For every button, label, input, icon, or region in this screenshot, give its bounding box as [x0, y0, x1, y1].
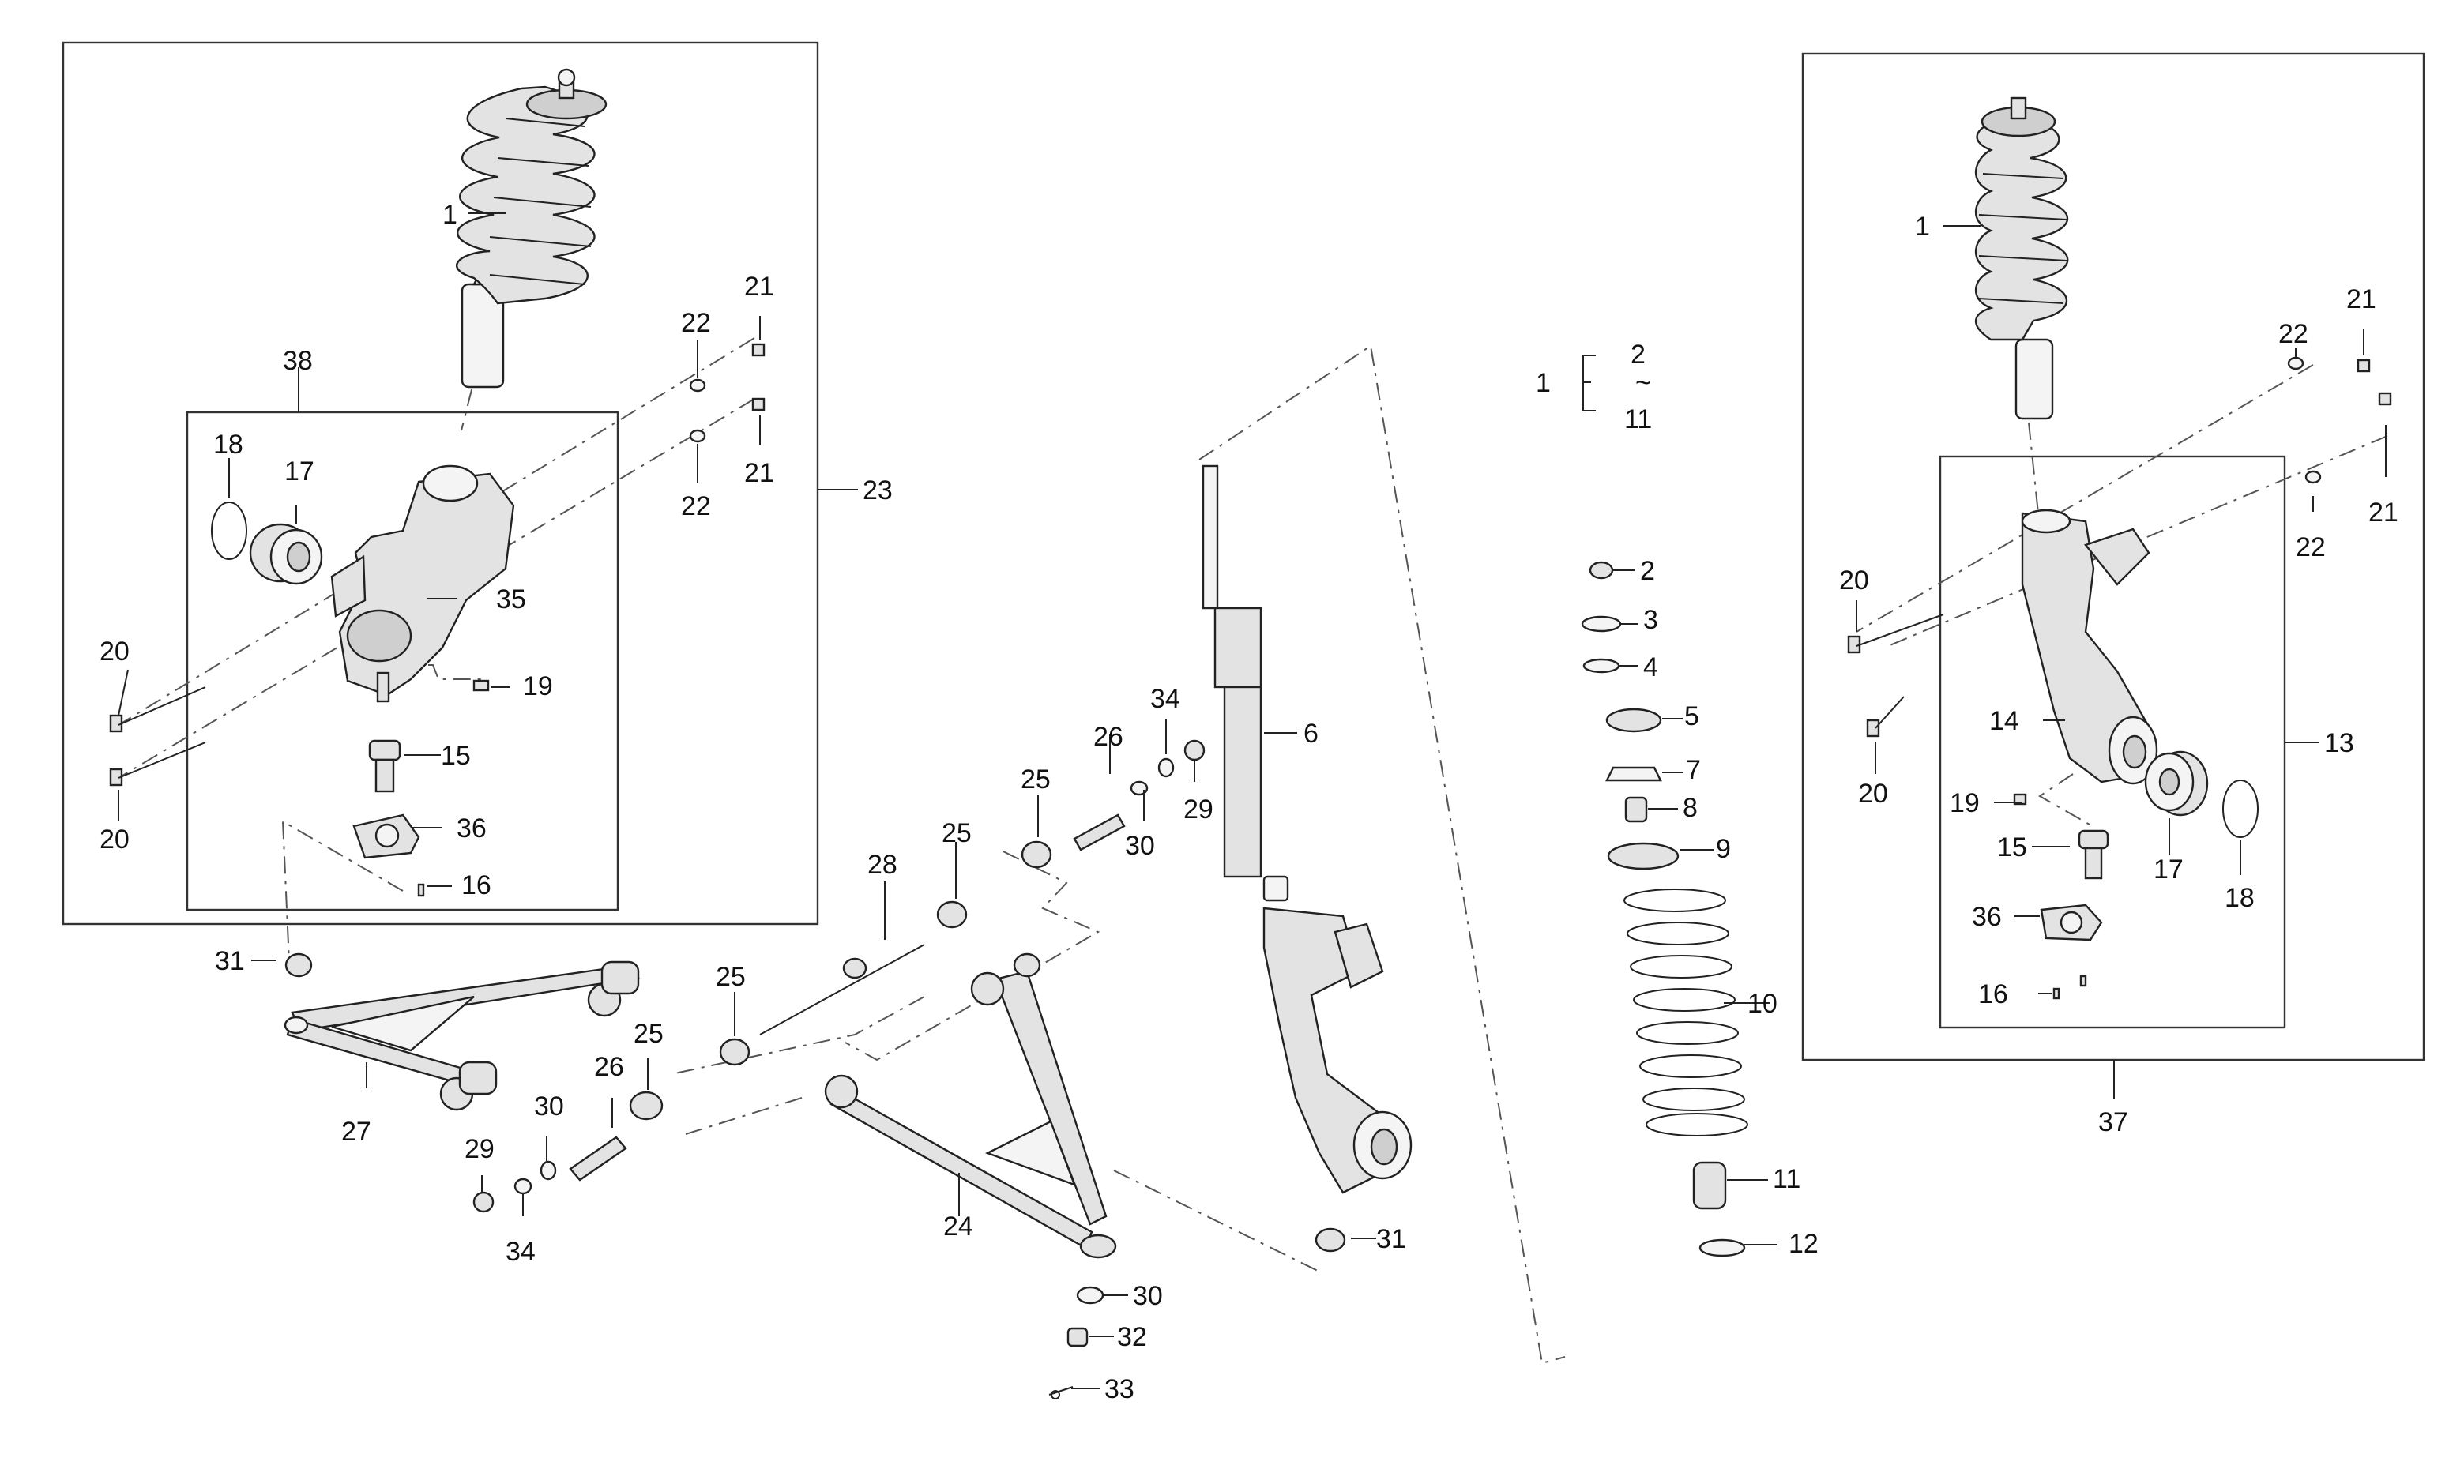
callout-21-left-bottom: 21: [744, 458, 774, 488]
right-circlip: [2222, 780, 2259, 838]
callout-25-top: 25: [1021, 765, 1051, 795]
callout-16-left: 16: [461, 870, 491, 900]
callout-21-right-top: 21: [2346, 284, 2376, 314]
leader-lines: [118, 212, 2387, 1389]
callout-10: 10: [1747, 989, 1777, 1019]
center-strut-damper: [1202, 464, 1289, 902]
callout-29-left: 29: [465, 1134, 495, 1164]
callout-16-right: 16: [1978, 979, 2008, 1009]
callout-31-center: 31: [1376, 1224, 1406, 1254]
right-small-parts: [1847, 356, 2392, 1000]
spring-stack: [1581, 561, 1748, 1257]
callout-19-left: 19: [523, 671, 553, 701]
callout-18-right: 18: [2225, 883, 2255, 913]
left-assembly-frame: [62, 41, 819, 926]
callout-30-left: 30: [534, 1091, 564, 1121]
right-shock-absorber: [1974, 96, 2069, 420]
callout-34-top: 34: [1150, 684, 1180, 714]
callout-11: 11: [1773, 1164, 1800, 1194]
left-small-parts: [109, 343, 766, 897]
callout-26-top: 26: [1093, 722, 1123, 752]
callout-37: 37: [2098, 1107, 2128, 1137]
left-arm-hardware: [472, 1091, 664, 1213]
callout-20-left-bottom: 20: [100, 825, 130, 855]
callout-24: 24: [943, 1212, 973, 1242]
callout-1-right: 1: [1915, 212, 1930, 242]
callout-4: 4: [1643, 652, 1658, 682]
callout-36-right: 36: [1972, 902, 2002, 932]
callout-12: 12: [1789, 1229, 1819, 1259]
callout-2-range: 2: [1631, 340, 1646, 370]
callout-5: 5: [1684, 701, 1699, 731]
callout-23: 23: [863, 475, 893, 505]
callout-30-top: 30: [1125, 831, 1155, 861]
callout-1-left: 1: [442, 200, 457, 230]
callout-21-left-top: 21: [744, 272, 774, 302]
center-arm-bolt: [719, 739, 1206, 1066]
callout-26-left: 26: [594, 1052, 624, 1082]
left-wheel-bearing: [249, 523, 323, 585]
callout-22-left-bottom: 22: [681, 491, 711, 521]
callout-1-range: 1: [1536, 368, 1551, 398]
callout-25-center: 25: [942, 818, 972, 848]
callout-34-left: 34: [506, 1237, 536, 1267]
callout-25-left-low: 25: [634, 1019, 664, 1049]
callout-28: 28: [867, 850, 897, 880]
callout-9: 9: [1716, 834, 1731, 864]
left-lower-a-arm: [284, 952, 640, 1111]
left-circlip: [211, 502, 247, 560]
center-bottom-hardware: [1048, 1286, 1104, 1399]
callout-6: 6: [1303, 719, 1319, 749]
callout-17-right: 17: [2154, 855, 2184, 885]
callout-2: 2: [1640, 556, 1655, 586]
callout-36-left: 36: [457, 813, 487, 843]
callout-25-left-mid: 25: [716, 962, 746, 992]
callout-14: 14: [1989, 706, 2019, 736]
callout-7: 7: [1686, 755, 1701, 785]
left-shock-absorber: [456, 68, 608, 389]
callout-3: 3: [1643, 605, 1658, 635]
callout-33: 33: [1104, 1374, 1134, 1404]
callout-11-range: 11: [1624, 404, 1652, 434]
callout-20-left-top: 20: [100, 637, 130, 667]
callout-35: 35: [496, 584, 526, 614]
callout-15-left: 15: [441, 741, 471, 771]
callout-29-top: 29: [1183, 795, 1213, 825]
left-knuckle-subframe: [186, 411, 619, 911]
callout-20-right-bottom: 20: [1858, 779, 1888, 809]
callout-38: 38: [283, 346, 313, 376]
callout-15-right: 15: [1997, 832, 2027, 862]
callout-22-left-top: 22: [681, 308, 711, 338]
callout-19-right: 19: [1950, 788, 1980, 818]
callout-31-left: 31: [215, 946, 245, 976]
callout-8: 8: [1683, 793, 1698, 823]
callout-13: 13: [2324, 728, 2354, 758]
right-steering-knuckle: [2021, 509, 2158, 785]
callout-labels: 1 38 18 17 35 19 15 36 16 20 20 22 22 21…: [100, 200, 2398, 1404]
callout-22-right-bottom: 22: [2296, 532, 2326, 562]
center-a-arm: [824, 952, 1117, 1259]
callout-20-right-top: 20: [1839, 565, 1869, 595]
callout-30-bottom: 30: [1133, 1281, 1163, 1311]
right-wheel-bearing: [2144, 750, 2209, 817]
range-tilde: ~: [1635, 368, 1651, 398]
callout-21-right-bottom: 21: [2368, 498, 2398, 528]
callout-32: 32: [1117, 1322, 1147, 1352]
callout-22-right-top: 22: [2278, 319, 2308, 349]
left-steering-knuckle: [330, 464, 515, 703]
callout-18-left: 18: [213, 430, 243, 460]
callout-27: 27: [341, 1117, 371, 1147]
center-strut-knuckle: [1262, 907, 1413, 1253]
callout-17-left: 17: [284, 456, 314, 487]
